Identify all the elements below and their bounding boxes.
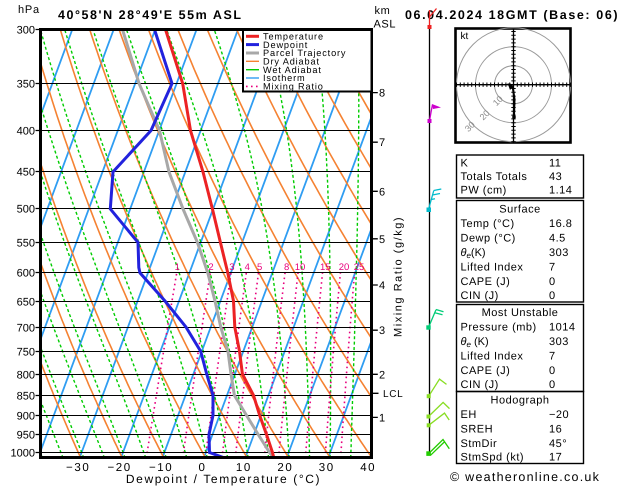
svg-text:© weatheronline.co.uk: © weatheronline.co.uk	[450, 470, 600, 484]
svg-text:θe(K): θe(K)	[461, 247, 486, 260]
svg-text:Mixing Ratio (g/kg): Mixing Ratio (g/kg)	[393, 216, 405, 337]
svg-text:20: 20	[339, 262, 350, 273]
svg-text:25: 25	[354, 262, 365, 273]
svg-text:3: 3	[379, 325, 385, 337]
svg-text:CIN (J): CIN (J)	[461, 290, 499, 302]
svg-text:ASL: ASL	[374, 19, 397, 31]
svg-text:0: 0	[549, 290, 556, 302]
svg-text:3: 3	[229, 262, 234, 273]
svg-text:303: 303	[549, 247, 569, 259]
svg-text:800: 800	[17, 369, 35, 381]
svg-text:−30: −30	[66, 462, 90, 474]
svg-text:06.04.2024 18GMT (Base: 06): 06.04.2024 18GMT (Base: 06)	[405, 8, 619, 22]
svg-text:−20: −20	[107, 462, 131, 474]
svg-text:350: 350	[17, 78, 35, 90]
svg-text:Dewp (°C): Dewp (°C)	[461, 233, 516, 245]
svg-text:EH: EH	[461, 409, 477, 421]
svg-text:SREH: SREH	[461, 424, 494, 436]
svg-text:Totals Totals: Totals Totals	[461, 171, 528, 183]
svg-text:0: 0	[199, 462, 207, 474]
svg-text:−20: −20	[549, 409, 569, 421]
svg-text:4: 4	[379, 280, 385, 292]
svg-text:40: 40	[360, 462, 376, 474]
svg-text:StmDir: StmDir	[461, 438, 498, 450]
svg-text:kt: kt	[461, 31, 469, 42]
svg-text:500: 500	[17, 203, 35, 215]
svg-text:Wet Adiabat: Wet Adiabat	[263, 65, 322, 75]
svg-text:CAPE (J): CAPE (J)	[461, 365, 511, 377]
svg-text:Parcel Trajectory: Parcel Trajectory	[263, 48, 346, 58]
svg-text:16.8: 16.8	[549, 218, 572, 230]
svg-text:7: 7	[549, 262, 556, 274]
svg-text:0: 0	[549, 365, 556, 377]
svg-text:11: 11	[549, 158, 561, 170]
svg-text:Lifted Index: Lifted Index	[461, 351, 524, 363]
svg-text:1014: 1014	[549, 322, 575, 334]
svg-text:20: 20	[277, 462, 293, 474]
svg-text:6: 6	[379, 186, 385, 198]
svg-text:1: 1	[379, 412, 385, 424]
svg-text:Dry Adiabat: Dry Adiabat	[263, 57, 320, 67]
svg-text:43: 43	[549, 171, 562, 183]
svg-text:4: 4	[245, 262, 250, 273]
svg-text:K: K	[461, 158, 469, 170]
svg-text:550: 550	[17, 237, 35, 249]
svg-text:300: 300	[17, 24, 35, 36]
svg-text:8: 8	[379, 88, 385, 100]
svg-text:Pressure (mb): Pressure (mb)	[461, 322, 537, 334]
svg-text:16: 16	[549, 424, 562, 436]
svg-text:1000: 1000	[11, 447, 35, 459]
svg-text:LCL: LCL	[383, 389, 403, 400]
svg-text:950: 950	[17, 429, 35, 441]
svg-text:Dewpoint / Temperature (°C): Dewpoint / Temperature (°C)	[126, 472, 321, 486]
svg-text:Surface: Surface	[499, 204, 540, 216]
svg-text:600: 600	[17, 267, 35, 279]
svg-text:900: 900	[17, 410, 35, 422]
svg-text:303: 303	[549, 336, 569, 348]
svg-text:Temperature: Temperature	[263, 32, 324, 42]
svg-text:km: km	[375, 5, 391, 17]
svg-text:Isotherm: Isotherm	[263, 73, 306, 83]
svg-text:CIN (J): CIN (J)	[461, 379, 499, 391]
svg-text:Hodograph: Hodograph	[491, 395, 550, 407]
svg-text:2: 2	[208, 262, 213, 273]
svg-text:400: 400	[17, 125, 35, 137]
svg-text:5: 5	[257, 262, 262, 273]
svg-text:Temp (°C): Temp (°C)	[461, 218, 515, 230]
svg-text:5: 5	[379, 234, 385, 246]
svg-text:650: 650	[17, 296, 35, 308]
svg-text:15: 15	[320, 262, 331, 273]
svg-text:1: 1	[175, 262, 180, 273]
svg-text:Mixing Ratio: Mixing Ratio	[263, 82, 324, 92]
svg-text:40°58'N 28°49'E 55m ASL: 40°58'N 28°49'E 55m ASL	[58, 8, 243, 22]
svg-text:1.14: 1.14	[549, 185, 572, 197]
svg-text:4.5: 4.5	[549, 233, 566, 245]
svg-text:45°: 45°	[549, 438, 567, 450]
svg-text:StmSpd (kt): StmSpd (kt)	[461, 452, 525, 464]
svg-text:10: 10	[236, 462, 252, 474]
svg-text:2: 2	[379, 369, 385, 381]
svg-text:7: 7	[379, 137, 385, 149]
svg-text:10: 10	[295, 262, 306, 273]
svg-text:hPa: hPa	[18, 4, 40, 16]
svg-text:7: 7	[549, 351, 556, 363]
svg-text:Dewpoint: Dewpoint	[263, 40, 308, 50]
svg-text:850: 850	[17, 390, 35, 402]
svg-text:0: 0	[549, 379, 556, 391]
svg-text:30: 30	[463, 120, 477, 134]
svg-text:30: 30	[319, 462, 335, 474]
svg-text:750: 750	[17, 346, 35, 358]
svg-text:−10: −10	[149, 462, 173, 474]
svg-text:700: 700	[17, 322, 35, 334]
svg-text:θe (K): θe (K)	[461, 336, 489, 349]
svg-text:Most Unstable: Most Unstable	[482, 307, 559, 319]
svg-text:450: 450	[17, 166, 35, 178]
svg-text:Lifted Index: Lifted Index	[461, 262, 524, 274]
svg-text:0: 0	[549, 276, 556, 288]
svg-text:17: 17	[549, 452, 562, 464]
svg-text:8: 8	[284, 262, 289, 273]
svg-text:CAPE (J): CAPE (J)	[461, 276, 511, 288]
svg-text:PW (cm): PW (cm)	[461, 185, 507, 197]
